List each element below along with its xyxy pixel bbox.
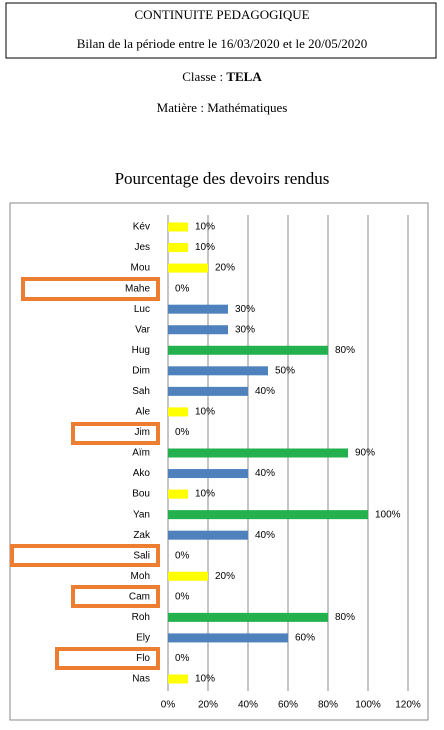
value-label: 80% <box>335 345 355 356</box>
class-line: Classe : TELA <box>182 69 262 84</box>
value-label: 100% <box>375 509 401 520</box>
category-label: Flo <box>136 653 150 664</box>
bar <box>168 612 328 622</box>
category-label: Sali <box>133 550 150 561</box>
category-label: Sah <box>132 386 150 397</box>
value-label: 60% <box>295 633 315 644</box>
header-period: Bilan de la période entre le 16/03/2020 … <box>77 36 368 51</box>
value-label: 30% <box>235 324 255 335</box>
category-label: Mou <box>131 263 150 274</box>
x-tick-label: 100% <box>355 700 381 711</box>
category-label: Ale <box>136 407 151 418</box>
category-label: Aïm <box>132 448 150 459</box>
value-label: 20% <box>215 263 235 274</box>
x-tick-label: 120% <box>395 700 421 711</box>
highlight-box <box>21 277 160 301</box>
value-label: 0% <box>175 550 190 561</box>
value-label: 80% <box>335 612 355 623</box>
category-label: Kév <box>133 222 150 233</box>
x-tick-label: 80% <box>318 700 338 711</box>
bar <box>168 530 248 540</box>
bar <box>168 243 188 253</box>
bar <box>168 325 228 335</box>
value-label: 40% <box>255 386 275 397</box>
x-tick-label: 20% <box>198 700 218 711</box>
highlight-box <box>71 585 160 608</box>
chart-frame <box>9 202 429 721</box>
category-label: Zak <box>133 530 151 541</box>
category-label: Ely <box>136 633 150 644</box>
bar <box>168 633 288 643</box>
highlight-box <box>71 422 160 445</box>
category-label: Jes <box>134 242 150 253</box>
x-tick-label: 60% <box>278 700 298 711</box>
bar <box>168 448 348 458</box>
bar <box>168 263 208 273</box>
category-label: Nas <box>132 674 150 685</box>
value-label: 40% <box>255 468 275 479</box>
value-label: 0% <box>175 653 190 664</box>
category-label: Ako <box>133 468 151 479</box>
bar <box>168 510 368 520</box>
category-label: Cam <box>129 591 150 602</box>
value-label: 0% <box>175 427 190 438</box>
category-label: Var <box>135 324 150 335</box>
highlight-box <box>10 544 160 567</box>
category-label: Jim <box>134 427 150 438</box>
bar <box>168 222 188 232</box>
category-label: Roh <box>132 612 150 623</box>
value-label: 40% <box>255 530 275 541</box>
subject: Matière : Mathématiques <box>157 100 288 115</box>
value-label: 10% <box>195 222 215 233</box>
value-label: 30% <box>235 304 255 315</box>
value-label: 0% <box>175 283 190 294</box>
highlights <box>10 277 160 670</box>
value-label: 10% <box>195 489 215 500</box>
header-title: CONTINUITE PEDAGOGIQUE <box>134 7 309 22</box>
bar <box>168 366 268 376</box>
category-label: Yan <box>133 509 150 520</box>
chart-title: Pourcentage des devoirs rendus <box>115 169 330 188</box>
value-label: 50% <box>275 365 295 376</box>
category-label: Moh <box>131 571 150 582</box>
bar <box>168 407 188 417</box>
highlight-box <box>55 647 160 670</box>
category-label: Bou <box>132 489 150 500</box>
class-value: TELA <box>226 69 262 84</box>
bar <box>168 571 208 581</box>
value-label: 90% <box>355 448 375 459</box>
bar <box>168 304 228 314</box>
bar <box>168 469 248 479</box>
category-label: Mahe <box>125 283 150 294</box>
bar <box>168 345 328 355</box>
x-tick-label: 0% <box>161 700 176 711</box>
value-label: 20% <box>215 571 235 582</box>
bar <box>168 386 248 396</box>
x-tick-label: 40% <box>238 700 258 711</box>
value-label: 10% <box>195 407 215 418</box>
category-label: Dim <box>132 365 150 376</box>
category-label: Hug <box>132 345 150 356</box>
bar <box>168 489 188 499</box>
value-label: 0% <box>175 591 190 602</box>
class-label: Classe : <box>182 69 223 84</box>
value-label: 10% <box>195 674 215 685</box>
category-label: Luc <box>134 304 150 315</box>
value-label: 10% <box>195 242 215 253</box>
bar <box>168 674 188 684</box>
header-box <box>5 2 437 59</box>
